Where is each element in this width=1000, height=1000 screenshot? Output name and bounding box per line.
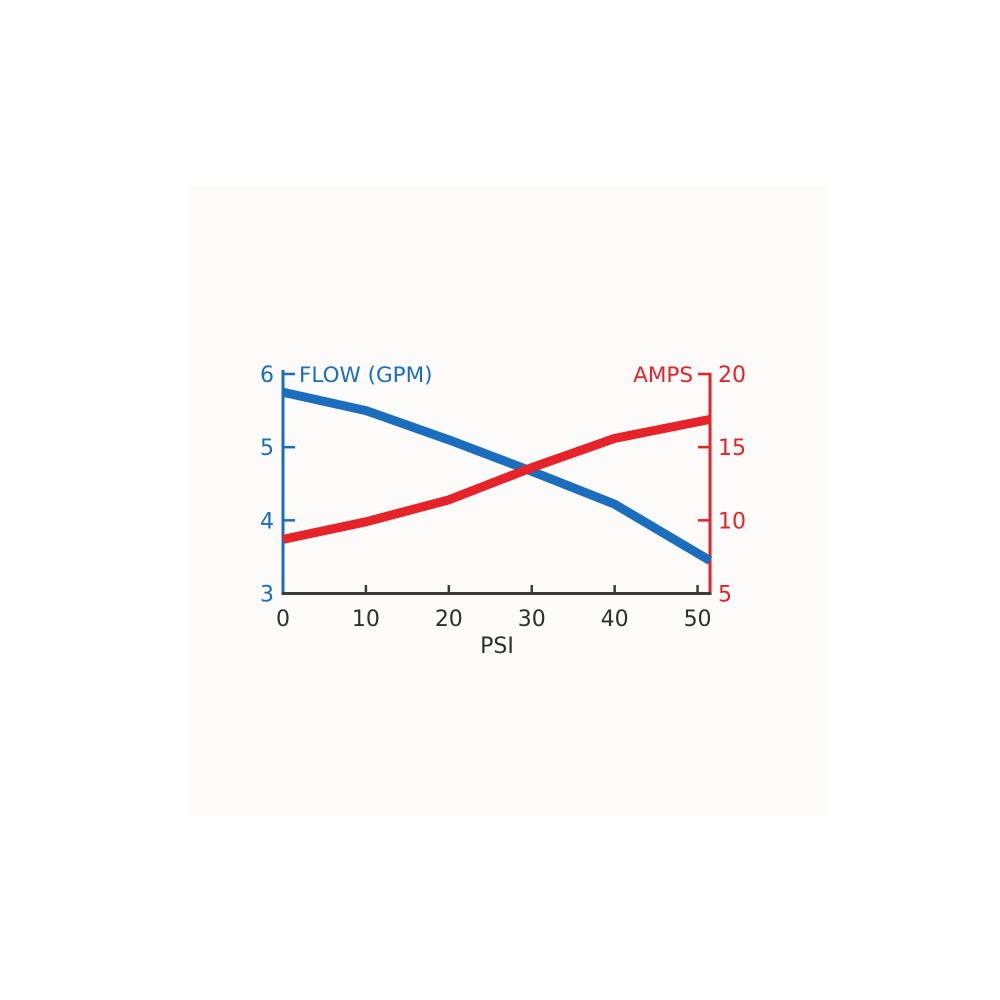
amps-line: [282, 414, 711, 544]
right-axis-tick-label: 15: [718, 436, 746, 461]
left-axis-tick-label: 3: [260, 583, 274, 608]
flow-line: [282, 387, 713, 565]
x-tick-label: 50: [684, 607, 712, 632]
x-tick-label: 10: [352, 607, 380, 632]
left-axis-tick-label: 5: [260, 436, 274, 461]
x-tick-label: 30: [518, 607, 546, 632]
axes-group: [281, 370, 712, 595]
right-axis-title: AMPS: [633, 363, 693, 388]
right-axis-tick-label: 5: [718, 583, 732, 608]
left-axis-tick-label: 6: [260, 363, 274, 388]
right-axis-tick-label: 10: [718, 509, 746, 534]
right-axis-tick-label: 20: [718, 363, 746, 388]
x-tick-label: 40: [601, 607, 629, 632]
series-group: [282, 387, 713, 565]
x-tick-label: 0: [276, 607, 290, 632]
x-tick-label: 20: [435, 607, 463, 632]
tick-labels-group: 0 10 20 30 40 50 3 4 5 6 5 10 15 20: [260, 363, 746, 632]
left-axis-title: FLOW (GPM): [299, 363, 433, 388]
scanned-chart-background: [188, 185, 828, 817]
left-axis-tick-label: 4: [260, 509, 274, 534]
x-axis-label: PSI: [480, 634, 514, 659]
